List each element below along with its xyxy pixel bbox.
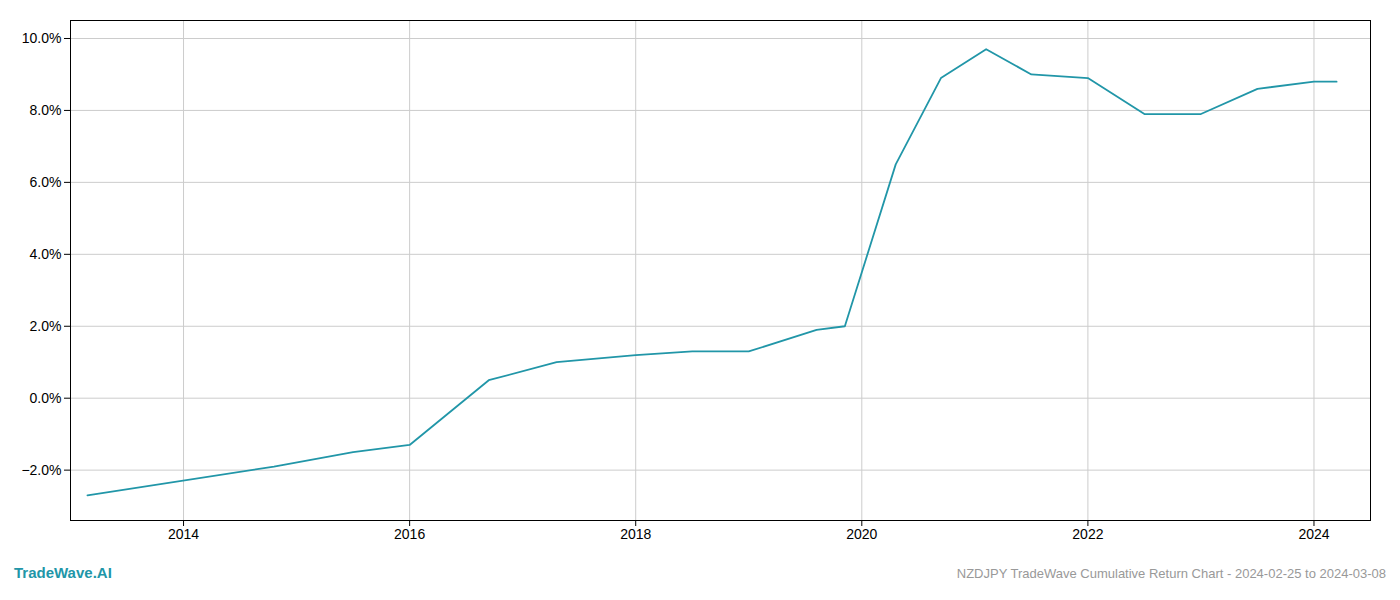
svg-text:2022: 2022 (1072, 526, 1103, 542)
svg-text:0.0%: 0.0% (30, 390, 62, 406)
svg-text:2020: 2020 (846, 526, 877, 542)
svg-text:2018: 2018 (620, 526, 651, 542)
svg-text:6.0%: 6.0% (30, 174, 62, 190)
html-text:TradeWave.AI: TradeWave.AI (14, 564, 112, 581)
svg-text:−2.0%: −2.0% (21, 462, 61, 478)
svg-text:2016: 2016 (394, 526, 425, 542)
svg-text:8.0%: 8.0% (30, 102, 62, 118)
svg-text:2024: 2024 (1298, 526, 1329, 542)
html-text:NZDJPY TradeWave Cumulative Re: NZDJPY TradeWave Cumulative Return Chart… (956, 566, 1386, 581)
svg-text:4.0%: 4.0% (30, 246, 62, 262)
svg-text:2.0%: 2.0% (30, 318, 62, 334)
svg-text:2014: 2014 (168, 526, 199, 542)
svg-text:10.0%: 10.0% (22, 30, 62, 46)
